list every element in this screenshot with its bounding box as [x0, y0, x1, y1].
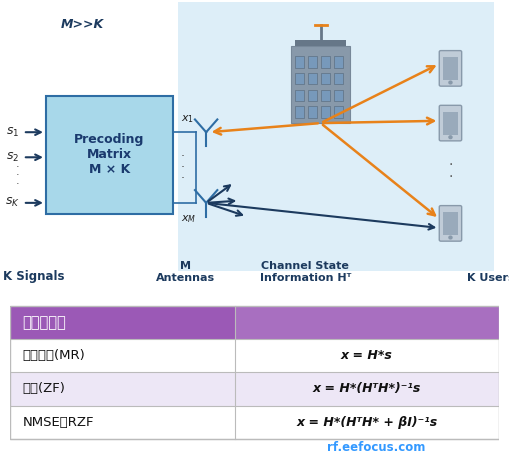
- Bar: [321, 73, 330, 84]
- Text: ·
·
·: · · ·: [180, 150, 184, 185]
- Bar: [291, 45, 350, 123]
- Bar: [443, 213, 458, 235]
- Text: $x_1$: $x_1$: [181, 113, 194, 125]
- FancyBboxPatch shape: [439, 206, 462, 241]
- Circle shape: [449, 136, 452, 138]
- Bar: [443, 57, 458, 80]
- Text: 迫零(ZF): 迫零(ZF): [22, 382, 65, 395]
- Bar: [295, 73, 304, 84]
- Bar: [321, 106, 330, 118]
- Text: M>>K: M>>K: [61, 18, 104, 31]
- Text: 最大比率(MR): 最大比率(MR): [22, 349, 85, 362]
- Bar: [295, 56, 304, 68]
- Bar: [10, 372, 235, 406]
- Bar: [333, 56, 343, 68]
- Text: x = H*(HᵀH* + βI)⁻¹s: x = H*(HᵀH* + βI)⁻¹s: [296, 416, 438, 429]
- Bar: [235, 406, 499, 439]
- Text: $s_2$: $s_2$: [6, 151, 19, 164]
- Text: ·
·
·: · · ·: [16, 162, 19, 189]
- Text: $s_K$: $s_K$: [5, 196, 19, 209]
- Bar: [235, 339, 499, 372]
- Bar: [321, 90, 330, 101]
- Bar: [46, 96, 173, 214]
- Bar: [333, 106, 343, 118]
- Bar: [178, 2, 494, 271]
- Text: x = H*(HᵀH*)⁻¹s: x = H*(HᵀH*)⁻¹s: [313, 382, 421, 395]
- Bar: [308, 90, 317, 101]
- Text: x = H*s: x = H*s: [341, 349, 393, 362]
- Bar: [10, 306, 235, 339]
- Text: rf.eefocus.com: rf.eefocus.com: [327, 441, 426, 454]
- Bar: [235, 306, 499, 339]
- Bar: [443, 112, 458, 135]
- FancyBboxPatch shape: [439, 105, 462, 141]
- Text: K Signals: K Signals: [3, 269, 64, 282]
- Bar: [10, 406, 235, 439]
- Bar: [295, 90, 304, 101]
- Circle shape: [449, 236, 452, 239]
- Bar: [235, 372, 499, 406]
- Text: K Users: K Users: [467, 273, 509, 282]
- Bar: [10, 306, 499, 439]
- Text: $s_1$: $s_1$: [6, 125, 19, 139]
- Bar: [295, 40, 346, 45]
- Bar: [333, 90, 343, 101]
- Bar: [321, 56, 330, 68]
- Text: Precoding
Matrix
M × K: Precoding Matrix M × K: [74, 133, 145, 176]
- Text: $x_M$: $x_M$: [181, 213, 196, 225]
- Bar: [308, 106, 317, 118]
- Text: NMSE或RZF: NMSE或RZF: [22, 416, 94, 429]
- Bar: [295, 106, 304, 118]
- Text: M
Antennas: M Antennas: [156, 261, 215, 282]
- FancyBboxPatch shape: [439, 50, 462, 86]
- Bar: [333, 73, 343, 84]
- Text: 预编码类型: 预编码类型: [22, 315, 66, 330]
- Text: Channel State
Information Hᵀ: Channel State Information Hᵀ: [260, 261, 351, 282]
- Bar: [308, 56, 317, 68]
- Text: ·
·: · ·: [448, 157, 453, 184]
- Bar: [10, 339, 235, 372]
- Circle shape: [449, 81, 452, 84]
- Bar: [308, 73, 317, 84]
